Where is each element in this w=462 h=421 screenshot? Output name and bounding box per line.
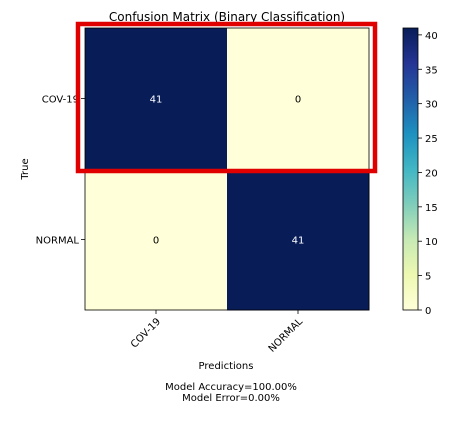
heatmap-cell [85, 169, 228, 311]
colorbar-tick-label: 15 [425, 203, 438, 214]
colorbar-tick-label: 5 [425, 272, 431, 283]
highlight-box [75, 21, 378, 174]
colorbar-tick-label: 30 [425, 100, 438, 111]
cell-value-label: 0 [295, 95, 301, 106]
chart-title: Confusion Matrix (Binary Classification) [109, 10, 345, 24]
colorbar-tick-label: 0 [425, 306, 431, 317]
y-axis-label: True [20, 158, 31, 180]
x-axis-label: Predictions [199, 361, 254, 372]
colorbar-tick-label: 25 [425, 134, 438, 145]
x-tick-label: NORMAL [267, 316, 306, 355]
heatmap-cell [85, 28, 228, 170]
model-accuracy-text: Model Accuracy=100.00% [165, 382, 297, 393]
cell-value-label: 41 [292, 236, 305, 247]
y-tick-label: NORMAL [36, 236, 80, 247]
y-tick-label: COV-19 [42, 95, 79, 106]
colorbar-tick-label: 20 [425, 168, 438, 179]
cell-value-label: 41 [150, 95, 163, 106]
colorbar-gradient [402, 27, 419, 311]
colorbar-tick-label: 35 [425, 65, 438, 76]
cell-value-label: 0 [153, 236, 159, 247]
x-tick-label: COV-19 [129, 316, 163, 350]
heatmap-cell [227, 28, 370, 170]
colorbar-tick-label: 40 [425, 31, 438, 42]
model-error-text: Model Error=0.00% [182, 393, 280, 404]
colorbar-tick-label: 10 [425, 237, 438, 248]
heatmap-cell [227, 169, 370, 311]
